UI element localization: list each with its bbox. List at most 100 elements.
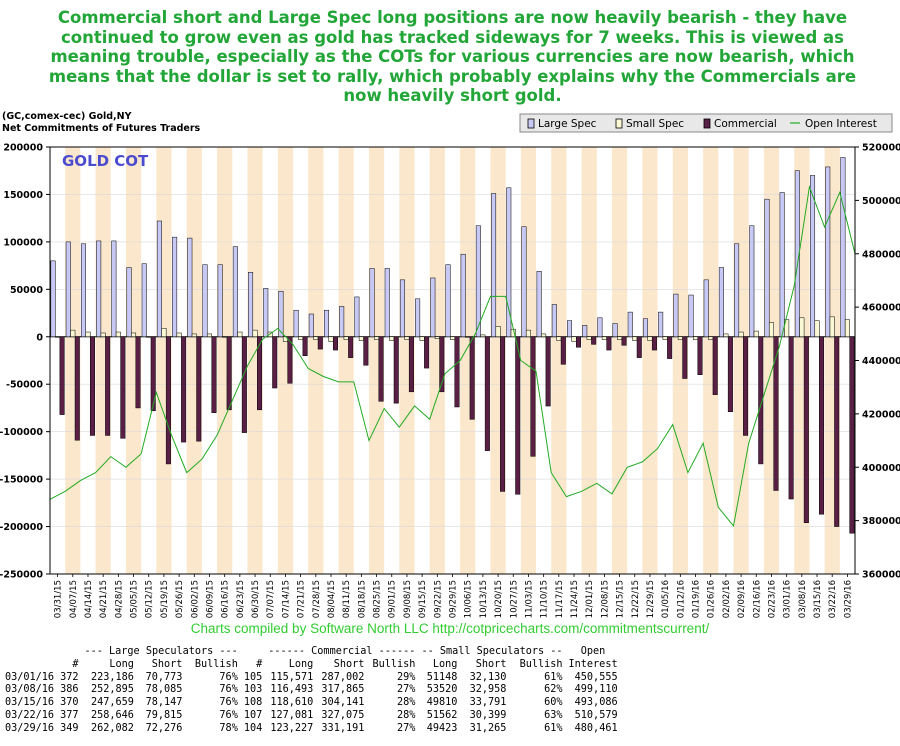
chart-ticker: (GC,comex-cec) Gold,NY xyxy=(2,111,132,122)
x-tick-label: 06/23/15 xyxy=(236,580,246,618)
table-cell: 349 xyxy=(60,722,79,734)
x-tick-label: 07/14/15 xyxy=(281,580,291,618)
x-tick-label: 06/16/15 xyxy=(221,580,231,618)
large-spec-bar xyxy=(597,317,603,338)
commercial-bar xyxy=(606,336,612,351)
table-cell: 03/15/16 xyxy=(5,697,55,709)
small-spec-bar xyxy=(571,336,577,342)
y2-tick-label: 460000 xyxy=(862,303,900,314)
table-cell: 27% xyxy=(397,722,416,734)
table-cell: 03/08/16 xyxy=(5,684,55,696)
large-spec-bar xyxy=(217,264,223,338)
x-tick-label: 08/18/15 xyxy=(357,580,367,618)
small-spec-bar xyxy=(252,329,258,338)
x-tick-label: 09/15/15 xyxy=(418,580,428,618)
table-cell: 03/01/16 xyxy=(5,671,55,683)
y-tick-label: 150000 xyxy=(3,190,43,201)
x-tick-label: 12/15/15 xyxy=(616,580,626,618)
large-spec-bar xyxy=(551,304,557,338)
small-spec-bar xyxy=(632,336,638,341)
x-tick-label: 07/07/15 xyxy=(266,580,276,618)
large-spec-bar xyxy=(582,325,588,338)
large-spec-bar xyxy=(688,294,694,338)
commercial-bar xyxy=(651,336,657,351)
large-spec-bar xyxy=(187,237,193,338)
table-cell: 03/29/16 xyxy=(5,722,55,734)
column-header: Short xyxy=(333,658,365,670)
table-cell: 31,265 xyxy=(469,722,507,734)
small-spec-bar xyxy=(100,332,106,338)
table-cell: 450,555 xyxy=(574,671,618,683)
small-spec-bar xyxy=(176,332,182,338)
table-cell: 370 xyxy=(60,697,79,709)
table-cell: 29% xyxy=(397,671,416,683)
week-band xyxy=(460,147,476,574)
x-tick-label: 04/07/15 xyxy=(69,580,79,618)
large-spec-bar xyxy=(126,267,132,338)
table-cell: 127,081 xyxy=(270,709,314,721)
header-small-speculators: -- Small Speculators -- xyxy=(421,646,563,657)
commercial-bar xyxy=(120,336,126,439)
table-cell: 53520 xyxy=(426,684,458,696)
commercial-bar xyxy=(393,336,399,404)
small-spec-bar xyxy=(222,336,228,338)
x-tick-label: 07/28/15 xyxy=(312,580,322,618)
x-tick-label: 12/08/15 xyxy=(600,580,610,618)
table-cell: 76% xyxy=(219,671,238,683)
week-band xyxy=(247,147,263,574)
large-spec-bar xyxy=(278,290,284,338)
commercial-bar xyxy=(667,336,673,359)
table-cell: 62% xyxy=(544,684,563,696)
commercial-bar xyxy=(226,336,232,411)
large-spec-bar xyxy=(369,268,375,338)
table-cell: 108 xyxy=(243,697,263,709)
large-spec-bar xyxy=(840,157,846,338)
x-tick-label: 05/26/15 xyxy=(175,580,185,618)
week-band xyxy=(642,147,658,574)
commercial-bar xyxy=(302,336,308,357)
small-spec-bar xyxy=(753,330,759,338)
large-spec-bar xyxy=(232,246,238,338)
y-tick-label: -150000 xyxy=(0,475,43,486)
table-cell: 499,110 xyxy=(574,684,618,696)
small-spec-bar xyxy=(450,336,455,340)
commercial-bar xyxy=(621,336,627,346)
x-tick-label: 09/22/15 xyxy=(433,580,443,618)
week-band xyxy=(429,147,445,574)
large-spec-bar xyxy=(779,192,785,338)
small-spec-bar xyxy=(525,329,531,338)
large-spec-bar xyxy=(323,309,329,338)
column-header: Bullish xyxy=(372,658,416,670)
small-spec-bar xyxy=(161,327,167,338)
commercial-bar xyxy=(484,336,490,451)
table-cell: 49423 xyxy=(426,722,458,734)
commercial-bar xyxy=(74,336,80,441)
y-tick-label: 50000 xyxy=(10,285,43,296)
table-row: 03/15/16 370 247,659 78,147 76% 108 118,610 304… xyxy=(2,697,621,710)
x-tick-label: 02/09/16 xyxy=(737,580,747,618)
table-cell: 78,085 xyxy=(145,684,183,696)
large-spec-bar xyxy=(339,306,345,338)
table-cell: 79,815 xyxy=(145,709,183,721)
y2-tick-label: 520000 xyxy=(862,143,900,154)
small-spec-bar xyxy=(343,336,349,340)
table-cell: 377 xyxy=(60,709,79,721)
large-spec-bar xyxy=(567,320,573,338)
small-spec-bar xyxy=(328,336,334,342)
commercial-bar xyxy=(834,336,840,527)
commercial-bar xyxy=(363,336,369,366)
y-tick-label: 0 xyxy=(36,332,43,343)
x-tick-label: 01/26/16 xyxy=(707,580,717,618)
x-tick-label: 04/21/15 xyxy=(99,580,109,618)
commercial-bar xyxy=(408,336,414,393)
y-tick-label: 200000 xyxy=(3,143,43,154)
table-cell: 510,579 xyxy=(574,709,618,721)
y2-tick-label: 480000 xyxy=(862,249,900,260)
small-spec-bar xyxy=(738,331,744,338)
large-spec-bar xyxy=(521,226,527,338)
commercial-bar xyxy=(150,336,156,412)
y-tick-label: 100000 xyxy=(3,237,43,248)
y-tick-label: -200000 xyxy=(0,522,43,533)
table-cell: 252,895 xyxy=(90,684,134,696)
table-cell: 63% xyxy=(544,709,563,721)
